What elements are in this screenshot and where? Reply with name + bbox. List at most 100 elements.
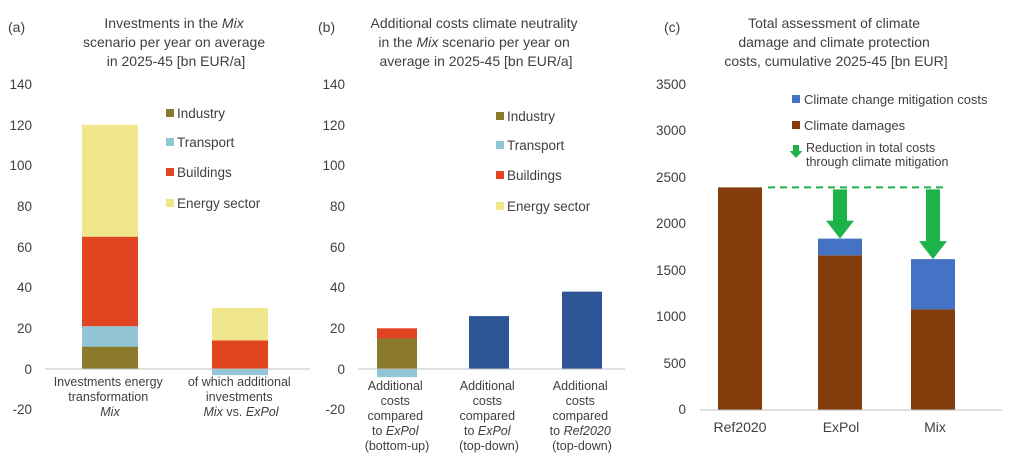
panel-c-ytick: 2500 [656,170,686,185]
panel-a-bars [82,124,268,376]
panel-b-ytick: 60 [330,240,345,255]
panel-a-xlabels: Investments energy transformation Mix of… [54,375,294,419]
legend-label-industry: Industry [507,109,555,124]
panel-b-xlabels: Additional costs compared to ExPol (bott… [365,379,615,453]
panel-c-category-label: Ref2020 [714,419,767,435]
panel-b: (b) Additional costs climate neutrality … [318,15,625,453]
panel-b-title: Additional costs climate neutrality in t… [371,15,582,69]
legend-label-reduction: Reduction in total costs through climate… [806,141,948,169]
bar-buildings [377,328,417,339]
bar-climate-damages [818,255,862,410]
panel-a-ytick: 60 [17,240,32,255]
panel-b-label: (b) [318,19,335,35]
panel-b-ytick: 20 [330,321,345,336]
bar-transport [212,369,268,376]
legend-swatch-transport [166,138,174,146]
panel-c-label: (c) [664,19,680,35]
panel-b-category-label: Additional costs compared to Ref2020 (to… [550,379,615,453]
panel-c-ytick: 500 [663,356,686,371]
bar-total [469,316,509,369]
panel-a-ytick: 100 [9,158,32,173]
panel-c-ytick: 3500 [656,77,686,92]
legend-label-energy-sector: Energy sector [507,199,591,214]
reduction-arrow-icon [826,189,854,239]
legend-swatch-energy-sector [166,199,174,207]
panel-a-ytick: -20 [12,402,32,417]
panel-a-ytick: 20 [17,321,32,336]
panel-a-ytick: 40 [17,280,32,295]
legend-green-arrow-icon [789,145,803,158]
panel-b-ytick: 100 [322,158,345,173]
panel-a-category-label: of which additional investments Mix vs. … [188,375,294,419]
panel-c-ytick: 0 [678,402,686,417]
legend-label-climate-damages: Climate damages [804,118,906,133]
panel-a-ytick: 120 [9,118,32,133]
panel-a-title-line3: in 2025-45 [bn EUR/a] [107,53,246,69]
panel-b-ytick: 80 [330,199,345,214]
legend-swatch-buildings [496,171,504,179]
reduction-arrow-icon [919,189,947,260]
legend-swatch-industry [496,112,504,120]
legend-swatch-transport [496,141,504,149]
panel-b-ytick: 140 [322,77,345,92]
panel-c-ytick: 1000 [656,309,686,324]
panel-a-category-label: Investments energy transformation Mix [54,375,167,419]
panel-c-yticks: 3500 3000 2500 2000 1500 1000 500 0 [656,77,686,417]
panel-b-category-label: Additional costs compared to ExPol (top-… [459,379,519,453]
legend-label-industry: Industry [177,106,225,121]
panel-b-yticks: 140 120 100 80 60 40 20 0 -20 [322,77,345,417]
panel-c-ytick: 1500 [656,263,686,278]
legend-swatch-mitigation-costs [792,95,800,103]
legend-swatch-energy-sector [496,202,504,210]
panel-a-ytick: 0 [24,362,32,377]
panel-a-yticks: 140 120 100 80 60 40 20 0 -20 [9,77,32,417]
panel-c-xlabels: Ref2020 ExPol Mix [714,419,946,435]
legend-swatch-buildings [166,168,174,176]
panel-a: (a) Investments in the Mix scenario per … [8,15,310,419]
panel-a-label: (a) [8,19,25,35]
legend-label-transport: Transport [177,135,235,150]
bar-buildings [82,236,138,327]
legend-label-buildings: Buildings [177,165,232,180]
panel-c-reduction-arrows [826,189,947,260]
bar-industry [82,346,138,369]
panel-b-bars [377,291,602,378]
panel-a-title: Investments in the Mix scenario per year… [83,15,269,69]
panel-a-ytick: 80 [17,199,32,214]
panel-b-category-label: Additional costs compared to ExPol (bott… [365,379,430,453]
panel-c-title: Total assessment of climate damage and c… [724,15,947,69]
bar-total [562,291,602,369]
panel-c-ytick: 2000 [656,216,686,231]
panel-c-bars [718,187,955,410]
bar-transport [82,326,138,347]
bar-transport [377,369,417,378]
legend-label-transport: Transport [507,138,565,153]
legend-swatch-climate-damages [792,121,800,129]
panel-b-title-line3: average in 2025-45 [bn EUR/a] [379,53,572,69]
legend-label-energy-sector: Energy sector [177,196,261,211]
bar-energy-sector [82,124,138,237]
bar-industry [377,338,417,369]
panel-b-title-line1: Additional costs climate neutrality [371,15,578,31]
bar-buildings [212,340,268,369]
panel-b-ytick: 0 [337,362,345,377]
bar-climate-damages [911,309,955,410]
panel-a-ytick: 140 [9,77,32,92]
panel-b-ytick: -20 [325,402,345,417]
panel-c-legend: Climate change mitigation costs Climate … [789,92,988,169]
bar-energy-sector [212,307,268,341]
panel-c-category-label: Mix [924,419,946,435]
bar-climate-change-mitigation-costs [818,238,862,256]
panel-c: (c) Total assessment of climate damage a… [656,15,1002,435]
panel-a-title-line2: scenario per year on average [83,34,265,50]
panel-a-legend: Industry Transport Buildings Energy sect… [166,106,261,211]
panel-c-ytick: 3000 [656,123,686,138]
panel-b-ytick: 40 [330,280,345,295]
panel-b-legend: Industry Transport Buildings Energy sect… [496,109,591,214]
panel-c-category-label: ExPol [823,419,860,435]
legend-swatch-industry [166,109,174,117]
legend-label-mitigation-costs: Climate change mitigation costs [804,92,988,107]
bar-climate-damages [718,187,762,410]
legend-label-buildings: Buildings [507,168,562,183]
